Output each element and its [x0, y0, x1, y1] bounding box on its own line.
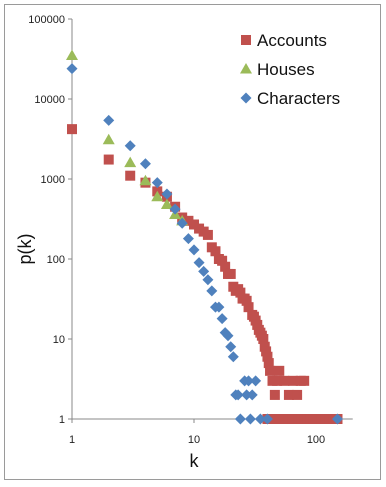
legend-label: Characters — [257, 89, 340, 108]
characters-point — [261, 413, 273, 425]
characters-point — [232, 389, 244, 401]
houses-point — [124, 156, 137, 168]
characters-point — [254, 413, 266, 425]
legend: Accounts Houses Characters — [240, 31, 340, 108]
houses-point — [151, 190, 164, 202]
axes — [68, 18, 353, 423]
accounts-point — [261, 346, 272, 357]
legend-item-accounts: Accounts — [241, 31, 327, 50]
characters-point — [213, 301, 225, 313]
characters-point — [222, 330, 234, 342]
characters-point — [227, 351, 239, 363]
accounts-point — [283, 389, 294, 400]
chart-frame — [4, 4, 381, 480]
tick-labels: 1 10 100 1000 10000 100000 1 10 100 — [28, 14, 325, 446]
accounts-point — [243, 302, 254, 313]
y-axis-label: p(k) — [15, 234, 35, 265]
y-tick-label: 100 — [47, 254, 65, 266]
accounts-point — [220, 261, 231, 272]
characters-point — [151, 177, 163, 189]
characters-point — [103, 114, 115, 126]
x-tick-label: 1 — [69, 434, 75, 446]
accounts-point — [269, 389, 280, 400]
houses-point — [160, 198, 173, 210]
accounts-point — [235, 287, 246, 298]
characters-point — [244, 413, 256, 425]
accounts-point — [263, 358, 274, 369]
accounts-point — [299, 375, 310, 386]
characters-point — [243, 375, 255, 387]
accounts-point — [210, 246, 221, 257]
x-tick-label: 10 — [188, 434, 200, 446]
legend-characters-point — [240, 92, 252, 104]
accounts-point — [279, 375, 290, 386]
houses-point — [102, 133, 115, 145]
characters-point — [182, 233, 194, 245]
accounts-point — [274, 365, 285, 376]
accounts-point — [292, 389, 303, 400]
characters-point — [139, 158, 151, 170]
accounts-point — [288, 375, 299, 386]
y-tick-label: 1 — [59, 414, 65, 426]
accounts-point — [272, 375, 283, 386]
characters-point — [250, 375, 262, 387]
legend-item-houses: Houses — [240, 60, 315, 79]
characters-point — [124, 140, 136, 152]
y-tick-label: 1000 — [41, 174, 65, 186]
houses-point — [139, 174, 152, 186]
characters-point — [225, 341, 237, 353]
characters-point — [161, 188, 173, 200]
accounts-point — [225, 268, 236, 279]
accounts-point — [103, 154, 114, 165]
legend-accounts-point — [241, 35, 251, 45]
legend-label: Accounts — [257, 31, 327, 50]
data-marks — [66, 49, 343, 425]
accounts-point — [202, 229, 213, 240]
characters-point — [246, 389, 258, 401]
characters-point — [66, 63, 78, 75]
y-tick-label: 10 — [53, 334, 65, 346]
x-tick-label: 100 — [307, 434, 325, 446]
accounts-point — [189, 219, 199, 230]
characters-point — [234, 413, 246, 425]
x-axis-label: k — [190, 451, 200, 471]
accounts-point — [265, 365, 276, 376]
characters-point — [193, 257, 205, 269]
y-tick-label: 10000 — [34, 94, 65, 106]
y-tick-label: 100000 — [28, 14, 65, 26]
characters-point — [206, 285, 218, 297]
legend-houses-point — [240, 63, 252, 74]
characters-point — [202, 274, 214, 286]
legend-item-characters: Characters — [240, 89, 340, 108]
accounts-point — [241, 295, 252, 306]
accounts-point — [67, 124, 77, 135]
accounts-point — [217, 255, 228, 266]
accounts-point — [183, 215, 194, 226]
characters-point — [241, 389, 253, 401]
accounts-point — [262, 351, 273, 362]
characters-point — [331, 413, 343, 425]
characters-series — [66, 63, 343, 425]
characters-point — [198, 265, 210, 277]
accounts-point — [125, 170, 136, 181]
characters-point — [188, 244, 200, 256]
legend-label: Houses — [257, 60, 315, 79]
characters-point — [216, 313, 228, 325]
houses-point — [66, 49, 78, 60]
accounts-point — [311, 414, 321, 424]
characters-point — [176, 217, 188, 229]
accounts-point — [258, 334, 269, 344]
characters-point — [169, 203, 181, 215]
